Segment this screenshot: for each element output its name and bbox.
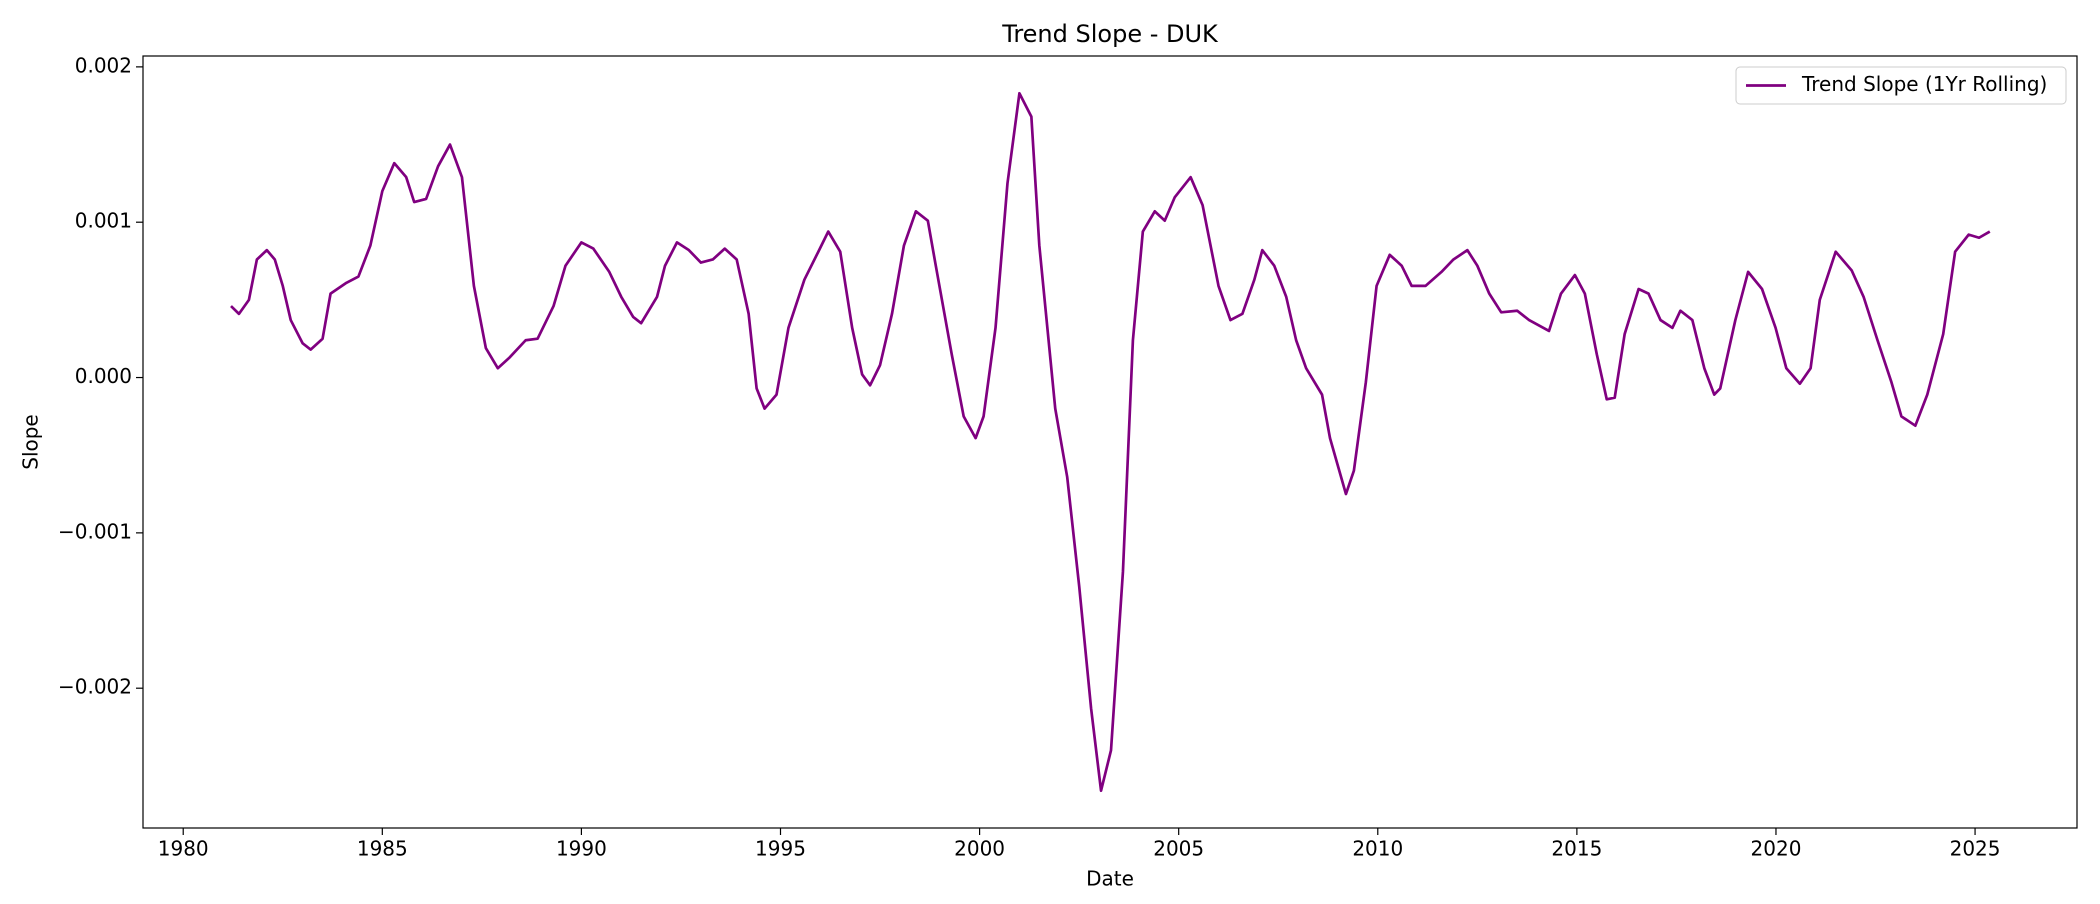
legend-box bbox=[1735, 66, 2067, 105]
x-tick-label: 2000 bbox=[954, 837, 1005, 861]
x-tick-label: 2020 bbox=[1751, 837, 1802, 861]
chart-title: Trend Slope - DUK bbox=[1001, 20, 1219, 48]
x-tick-label: 1980 bbox=[158, 837, 209, 861]
x-axis-label: Date bbox=[1086, 867, 1134, 891]
y-tick-label: −0.001 bbox=[58, 519, 132, 543]
y-tick-label: 0.000 bbox=[75, 364, 132, 388]
x-tick-label: 1995 bbox=[755, 837, 806, 861]
x-tick-label: 2010 bbox=[1352, 837, 1403, 861]
x-tick-label: 1985 bbox=[357, 837, 408, 861]
x-tick-label: 2005 bbox=[1153, 837, 1204, 861]
y-axis-label: Slope bbox=[19, 414, 43, 470]
line-series bbox=[230, 91, 1991, 793]
y-tick-label: 0.001 bbox=[75, 209, 132, 233]
x-tick-label: 1990 bbox=[556, 837, 607, 861]
y-tick-label: 0.002 bbox=[75, 53, 132, 77]
x-tick-label: 2025 bbox=[1950, 837, 2001, 861]
y-tick-label: −0.002 bbox=[58, 675, 132, 699]
plot-frame bbox=[142, 55, 2078, 829]
legend-label: Trend Slope (1Yr Rolling) bbox=[1801, 72, 2047, 96]
x-tick-label: 2015 bbox=[1551, 837, 1602, 861]
